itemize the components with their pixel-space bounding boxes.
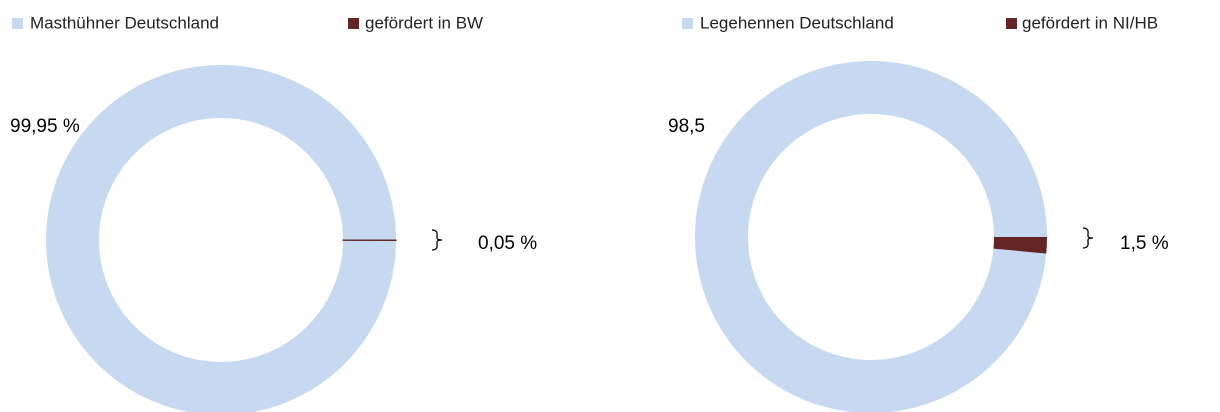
- legend-label: Legehennen Deutschland: [700, 13, 894, 32]
- donut-slice: [993, 237, 1047, 254]
- legend-swatch: [348, 18, 359, 29]
- data-label: 0,05 %: [478, 233, 537, 254]
- data-label: 99,95 %: [10, 116, 80, 137]
- brace: [1082, 227, 1094, 249]
- legend-label: gefördert in NI/HB: [1022, 13, 1158, 32]
- donut-slice: [342, 239, 397, 242]
- data-label: 1,5 %: [1120, 233, 1169, 254]
- legend-label: Masthühner Deutschland: [30, 13, 219, 32]
- legend-swatch: [1006, 18, 1017, 29]
- brace: [431, 229, 443, 251]
- legend-swatch: [682, 18, 693, 29]
- legend-label: gefördert in BW: [365, 13, 483, 32]
- legend-swatch: [12, 18, 23, 29]
- data-label: 98,5: [668, 116, 705, 137]
- donut-slice: [46, 64, 396, 412]
- donut-slice: [695, 61, 1047, 412]
